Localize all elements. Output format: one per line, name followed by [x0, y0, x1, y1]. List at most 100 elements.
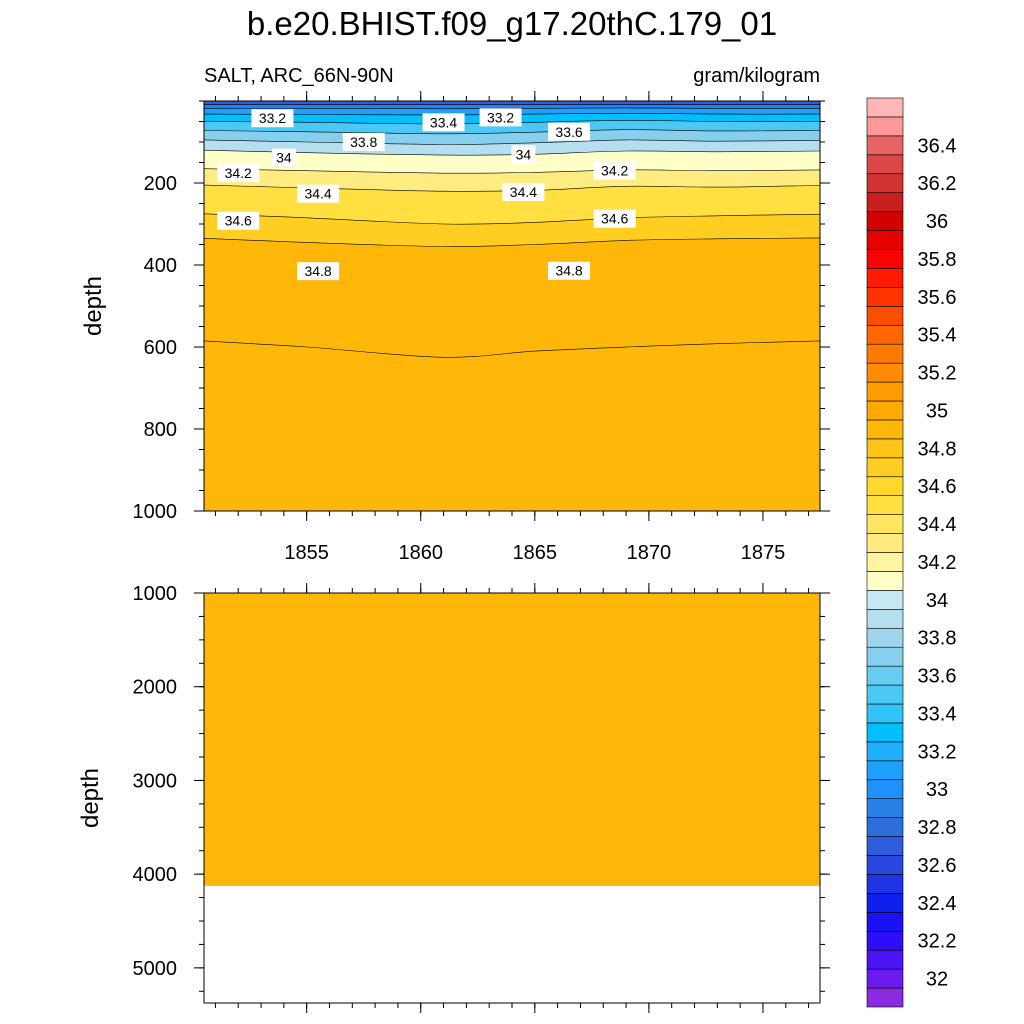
- colorbar-swatch: [866, 968, 904, 989]
- colorbar-swatch: [866, 476, 904, 496]
- contour-label-text: 34.4: [510, 184, 537, 200]
- upper-x-tick-label: 1855: [284, 542, 329, 564]
- contour-label-text: 34.6: [225, 213, 252, 229]
- colorbar-swatch: [866, 230, 904, 250]
- contour-label-text: 34.6: [601, 211, 628, 227]
- colorbar-tick-label: 33: [926, 779, 948, 801]
- colorbar-swatch: [866, 135, 904, 156]
- figure-title: b.e20.BHIST.f09_g17.20thC.179_01: [247, 5, 777, 42]
- colorbar-tick-label: 36: [926, 211, 948, 233]
- colorbar-tick-label: 34.8: [918, 438, 957, 460]
- colorbar-tick-label: 34.6: [918, 476, 957, 498]
- colorbar: 32 32.2 32.4 32.6 32.8 33 33.2 33.4 33.6 33.8 34 34…: [866, 97, 957, 1008]
- contour-line-34.8: [203, 237, 821, 247]
- colorbar-tick-label: 34.2: [918, 552, 957, 574]
- colorbar-swatch: [866, 609, 904, 629]
- contour-line-33.4: [203, 119, 821, 125]
- contour-label-box: [271, 148, 296, 167]
- colorbar-swatch: [866, 343, 904, 364]
- contour-label-box: [422, 113, 465, 132]
- contour-label-box: [217, 211, 260, 230]
- upper-y-tick-label: 1000: [133, 501, 178, 523]
- contour-label: 34.2: [593, 161, 636, 180]
- colorbar-tick-label: 32.4: [918, 893, 957, 915]
- colorbar-swatch: [866, 173, 904, 193]
- colorbar-swatch: [866, 646, 904, 667]
- colorbar-swatch: [866, 457, 904, 478]
- contour-label: 34.4: [297, 184, 340, 203]
- contour-label-box: [593, 161, 636, 180]
- contour-line-33.8: [203, 139, 821, 145]
- upper-x-tick-label: 1870: [627, 542, 672, 564]
- colorbar-swatch: [866, 779, 904, 799]
- colorbar-swatch: [866, 987, 904, 1008]
- colorbar-tick-label: 33.2: [918, 741, 957, 763]
- contour-line-33: [203, 107, 820, 110]
- colorbar-swatch: [866, 798, 904, 818]
- lower-contour-panel: 1000 2000 3000 4000 5000 depth: [77, 583, 830, 1013]
- lower-y-axis-label: depth: [77, 768, 104, 828]
- colorbar-swatch: [866, 741, 904, 762]
- colorbar-swatch: [866, 495, 904, 515]
- upper-y-tick-label: 600: [144, 337, 177, 359]
- contour-label: 34: [511, 145, 536, 164]
- colorbar-tick-label: 36.4: [918, 135, 957, 157]
- lower-y-tick-label: 1000: [133, 583, 178, 605]
- colorbar-swatch: [866, 514, 904, 534]
- colorbar-swatch: [866, 874, 904, 894]
- colorbar-swatch: [866, 249, 904, 269]
- contour-label: 33.6: [548, 122, 591, 141]
- contour-label-text: 34: [516, 146, 532, 162]
- colorbar-swatch: [866, 116, 904, 137]
- contour-label-box: [251, 109, 294, 128]
- contour-label-text: 34.8: [555, 263, 582, 279]
- colorbar-swatch: [866, 930, 904, 951]
- contour-label: 34.8: [297, 262, 340, 281]
- contour-label: 34.2: [217, 164, 260, 183]
- colorbar-swatch: [866, 722, 904, 743]
- contour-line-33.2: [203, 112, 821, 116]
- contour-label-box: [548, 122, 591, 141]
- colorbar-swatch: [866, 306, 904, 326]
- colorbar-swatch: [866, 855, 904, 875]
- contour-label-text: 34.2: [225, 165, 252, 181]
- colorbar-tick-label: 35.6: [918, 287, 957, 309]
- colorbar-tick-label: 34: [926, 590, 948, 612]
- colorbar-tick-label: 36.2: [918, 173, 957, 195]
- colorbar-swatch: [866, 381, 904, 402]
- lower-y-tick-label: 3000: [133, 770, 178, 792]
- colorbar-swatch: [866, 324, 904, 345]
- contour-label-box: [511, 145, 536, 164]
- upper-y-tick-label: 200: [144, 173, 177, 195]
- colorbar-tick-label: 35.8: [918, 249, 957, 271]
- colorbar-swatch: [866, 192, 904, 212]
- colorbar-swatch: [866, 571, 904, 591]
- colorbar-swatch: [866, 703, 904, 724]
- contour-label-text: 33.6: [555, 124, 582, 140]
- colorbar-swatch: [866, 684, 904, 705]
- contour-label-text: 34.8: [304, 263, 331, 279]
- contour-label-text: 34.2: [601, 163, 628, 179]
- upper-x-tick-label: 1865: [513, 542, 558, 564]
- colorbar-swatch: [866, 154, 904, 175]
- colorbar-tick-label: 35.2: [918, 363, 957, 385]
- colorbar-tick-label: 33.6: [918, 666, 957, 688]
- colorbar-swatch: [866, 665, 904, 686]
- colorbar-tick-label: 32.8: [918, 817, 957, 839]
- contour-label-box: [479, 108, 522, 127]
- salinity-band-surface: [204, 101, 820, 105]
- colorbar-swatch: [866, 362, 904, 383]
- contour-label-text: 33.8: [350, 134, 377, 150]
- colorbar-swatch: [866, 97, 904, 118]
- upper-x-tick-label: 1860: [398, 542, 443, 564]
- contour-line-34.6: [203, 213, 821, 225]
- colorbar-tick-label: 32.6: [918, 855, 957, 877]
- lower-salinity-fill: [204, 593, 820, 886]
- colorbar-swatch: [866, 627, 904, 648]
- colorbar-swatch: [866, 438, 904, 459]
- colorbar-swatch: [866, 912, 904, 932]
- contour-label: 33.2: [479, 108, 522, 127]
- colorbar-swatch: [866, 211, 904, 231]
- contour-label-text: 33.4: [430, 114, 457, 130]
- colorbar-swatch: [866, 400, 904, 421]
